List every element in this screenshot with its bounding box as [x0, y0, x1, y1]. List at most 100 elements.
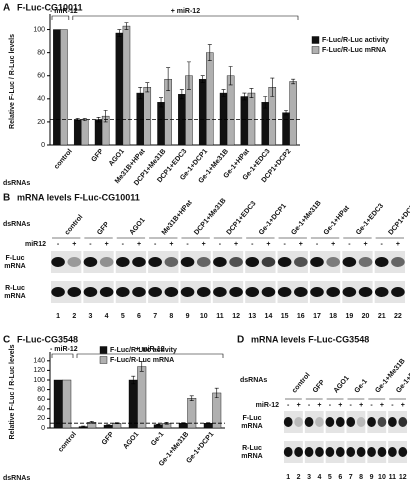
blot-frame: [83, 281, 114, 303]
lane-number: 2: [297, 474, 301, 481]
legend-label: F-Luc/R-Luc mRNA: [322, 47, 386, 54]
band: [388, 417, 397, 427]
bar: [219, 92, 228, 146]
band: [358, 257, 373, 267]
lane-number: 12: [399, 474, 407, 481]
column-label: Ge-1+DCP1: [258, 203, 288, 237]
legend-label: F-Luc/R-Luc activity: [322, 37, 389, 44]
group-bracket: [51, 15, 70, 20]
legend-swatch: [311, 36, 320, 44]
error-bar: [179, 89, 184, 100]
band: [391, 287, 405, 297]
y-axis-label: Relative F-Luc / R-Luc levels: [9, 34, 16, 129]
error-bar: [214, 387, 219, 399]
band: [261, 257, 276, 267]
sign-label: +: [234, 241, 238, 248]
band: [229, 287, 243, 297]
blot-frame: [148, 281, 179, 303]
lane-number: 5: [121, 313, 125, 320]
band: [304, 447, 314, 457]
lane-number: 1: [286, 474, 290, 481]
sign-label: -: [316, 241, 319, 248]
band: [374, 287, 389, 297]
row-label: F-Luc: [242, 415, 261, 422]
blot-frame: [388, 411, 407, 433]
band: [83, 257, 98, 267]
blot-frame: [51, 281, 82, 303]
y-tick-label: 80: [37, 386, 45, 393]
band: [51, 287, 65, 297]
sign-label: +: [299, 241, 303, 248]
blot-title: mRNA levels F-Luc-CG3548: [251, 334, 369, 344]
band: [132, 257, 146, 267]
blot-frame: [284, 411, 303, 433]
x-tick-label: GFP: [101, 431, 116, 447]
lane-number: 8: [359, 474, 363, 481]
band: [51, 257, 65, 267]
band: [315, 417, 324, 427]
lane-number: 11: [389, 474, 397, 481]
sign-label: +: [266, 241, 270, 248]
group-bracket: [51, 353, 74, 358]
blot-frame: [374, 281, 405, 303]
sign-label: -: [154, 241, 157, 248]
band: [367, 447, 376, 457]
band: [245, 287, 260, 297]
sign-label: +: [72, 241, 76, 248]
band: [294, 287, 308, 297]
group-label: + miR-12: [135, 346, 164, 353]
band: [388, 447, 397, 457]
band: [310, 257, 324, 267]
bar: [53, 29, 61, 146]
band: [398, 447, 408, 457]
lane-number: 12: [232, 313, 240, 320]
x-tick-label: control: [53, 148, 74, 171]
band: [180, 287, 195, 297]
error-bar: [166, 67, 171, 92]
sign-label: +: [137, 241, 141, 248]
row-label: mRNA: [241, 453, 262, 460]
column-label: GFP: [312, 379, 327, 395]
lane-number: 10: [200, 313, 208, 320]
panel-letter: C: [3, 335, 10, 346]
column-label: DCP1+EDC3: [226, 200, 258, 236]
y-tick-label: 120: [33, 367, 45, 374]
band: [83, 287, 98, 297]
bar: [157, 102, 165, 146]
y-tick-label: 100: [33, 377, 45, 384]
sign-label: +: [363, 241, 367, 248]
sign-label: +: [331, 241, 335, 248]
row-label: mRNA: [4, 263, 25, 270]
legend-label: F-Luc/R-Luc activity: [110, 347, 177, 354]
band: [374, 257, 389, 267]
blot-frame: [148, 251, 179, 273]
lane-number: 13: [248, 313, 256, 320]
sign-label: -: [348, 241, 351, 248]
y-tick-label: 0: [41, 425, 45, 432]
error-bar: [249, 88, 254, 98]
band: [294, 257, 308, 267]
bar: [62, 379, 72, 429]
blot-title: mRNA levels F-Luc-CG10011: [17, 192, 140, 202]
bar: [137, 366, 147, 429]
y-tick-label: 100: [33, 26, 45, 33]
band: [346, 417, 356, 427]
mirna-label: miR12: [25, 241, 46, 248]
sign-label: -: [122, 241, 125, 248]
error-bar: [200, 75, 205, 83]
band: [148, 287, 162, 297]
sign-label: +: [169, 241, 173, 248]
lane-number: 10: [378, 474, 386, 481]
bar: [240, 96, 249, 146]
bar: [60, 29, 68, 146]
band: [294, 417, 303, 427]
error-bar: [186, 61, 191, 90]
y-tick-label: 80: [37, 49, 45, 56]
blot-frame: [342, 281, 373, 303]
row-label: mRNA: [241, 423, 262, 430]
band: [326, 257, 340, 267]
band: [294, 447, 303, 457]
legend-swatch: [99, 346, 108, 354]
column-label: Ge-1: [353, 378, 368, 395]
error-bar: [131, 375, 136, 385]
